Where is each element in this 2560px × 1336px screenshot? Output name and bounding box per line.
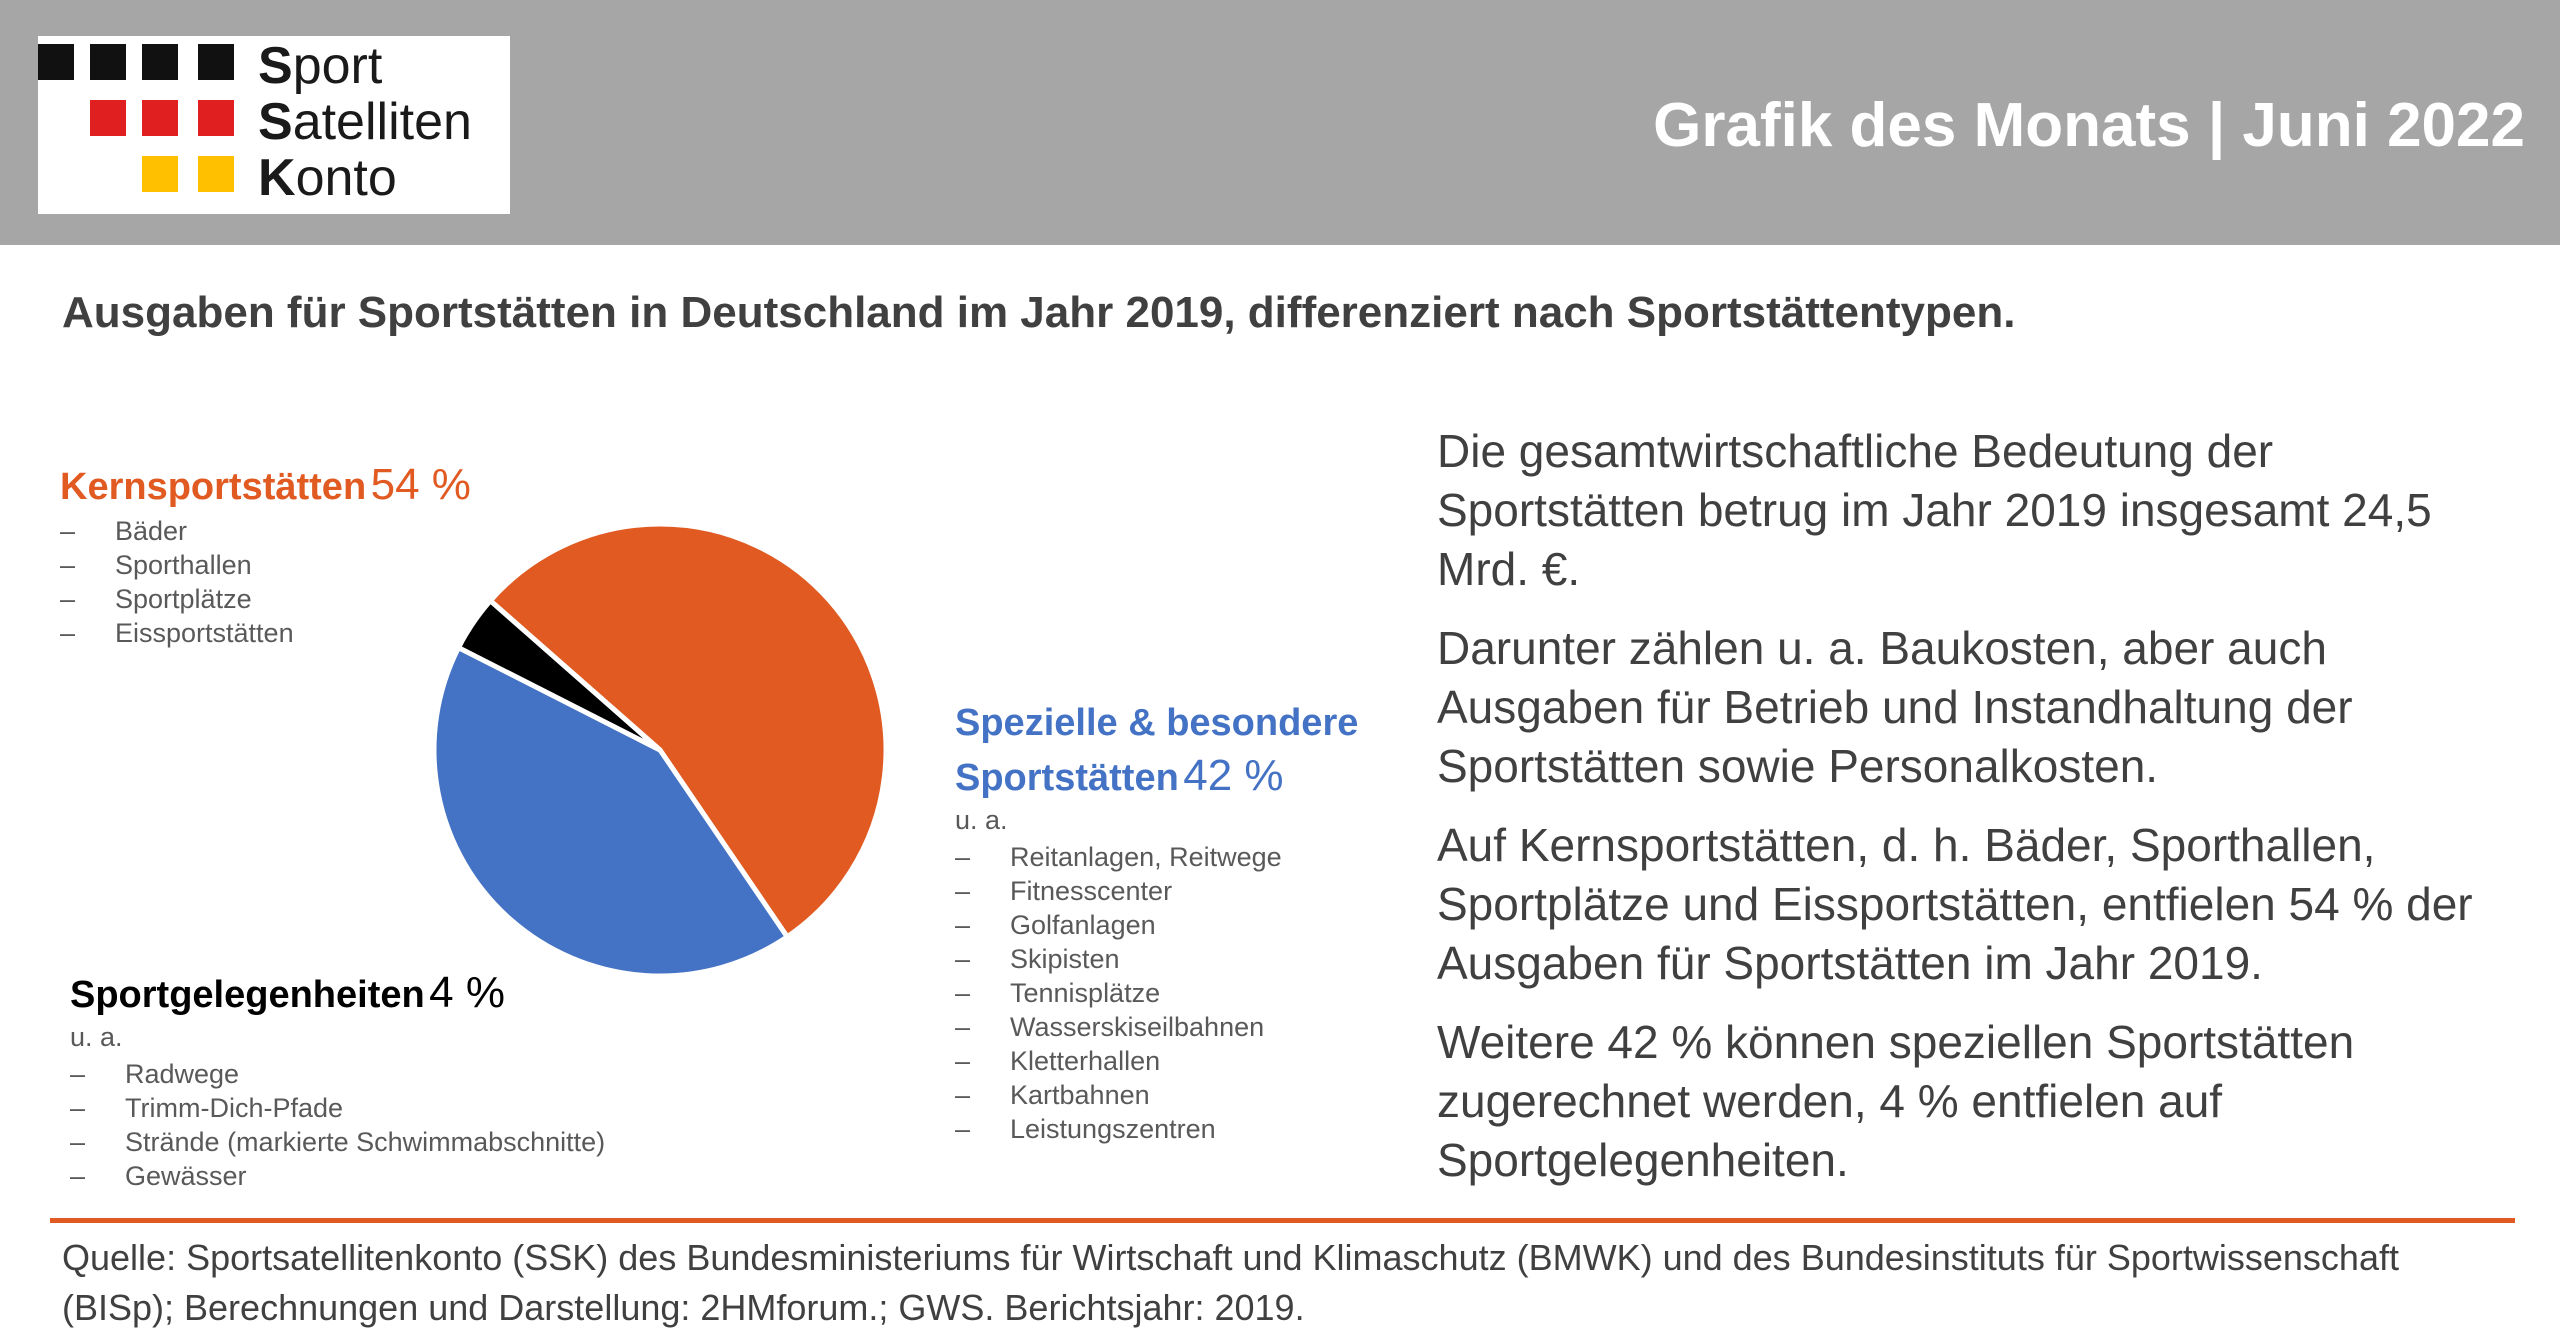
logo-square xyxy=(198,44,234,80)
list-item: Fitnesscenter xyxy=(955,874,1358,908)
list-item: Tennisplätze xyxy=(955,976,1358,1010)
logo-square xyxy=(38,44,74,80)
logo-word-sport: Sport xyxy=(258,37,383,95)
paragraph: Die gesamtwirtschaftliche Bedeutung der … xyxy=(1437,425,2432,595)
spezial-items-list: Reitanlagen, ReitwegeFitnesscenterGolfan… xyxy=(955,840,1358,1146)
list-item: Leistungszentren xyxy=(955,1112,1358,1146)
logo-square xyxy=(198,100,234,136)
label-kernsportstaetten: Kernsportstätten 54 % BäderSporthallenSp… xyxy=(60,460,471,650)
list-item: Strände (markierte Schwimmabschnitte) xyxy=(70,1125,605,1159)
logo-square xyxy=(142,100,178,136)
list-item: Bäder xyxy=(60,514,471,548)
list-item: Wasserskiseilbahnen xyxy=(955,1010,1358,1044)
label-spezielle: Spezielle & besondere Sportstätten 42 % … xyxy=(955,702,1358,1146)
pie-chart xyxy=(431,521,889,979)
header-title: Grafik des Monats | Juni 2022 xyxy=(1653,91,2525,160)
list-item: Radwege xyxy=(70,1057,605,1091)
spezial-title-line2: Sportstätten xyxy=(955,757,1179,799)
spezial-pct: 42 % xyxy=(1183,751,1284,800)
list-item: Gewässer xyxy=(70,1159,605,1193)
paragraph: Auf Kernsportstätten, d. h. Bäder, Sport… xyxy=(1437,819,2473,989)
spezial-title-line1: Spezielle & besondere xyxy=(955,702,1359,744)
source-note: Quelle: Sportsatellitenkonto (SSK) des B… xyxy=(62,1237,2399,1328)
list-item: Golfanlagen xyxy=(955,908,1358,942)
logo-word-konto: Konto xyxy=(258,149,397,207)
list-item: Kartbahnen xyxy=(955,1078,1358,1112)
kern-title: Kernsportstätten xyxy=(60,466,367,508)
ssk-logo: Sport Satelliten Konto xyxy=(38,36,510,214)
orange-divider xyxy=(50,1218,2515,1223)
logo-word-satelliten: Satelliten xyxy=(258,93,472,151)
gelegenheiten-items-list: RadwegeTrimm-Dich-PfadeStrände (markiert… xyxy=(70,1057,605,1193)
list-item: Trimm-Dich-Pfade xyxy=(70,1091,605,1125)
label-sportgelegenheiten: Sportgelegenheiten 4 % u. a. RadwegeTrim… xyxy=(70,968,605,1193)
list-item: Kletterhallen xyxy=(955,1044,1358,1078)
explanation-text: Die gesamtwirtschaftliche Bedeutung der … xyxy=(1437,422,2527,1210)
list-item: Eissportstätten xyxy=(60,616,471,650)
header-bar: Sport Satelliten Konto Grafik des Monats… xyxy=(0,0,2560,245)
spezial-ua: u. a. xyxy=(955,805,1008,835)
gelegenheiten-title: Sportgelegenheiten xyxy=(70,974,425,1016)
kern-items-list: BäderSporthallenSportplätzeEissportstätt… xyxy=(60,514,471,650)
logo-square xyxy=(142,156,178,192)
list-item: Sporthallen xyxy=(60,548,471,582)
pie-slice-1 xyxy=(431,645,790,979)
kern-pct: 54 % xyxy=(370,460,471,509)
chart-subtitle: Ausgaben für Sportstätten in Deutschland… xyxy=(62,288,2016,337)
list-item: Sportplätze xyxy=(60,582,471,616)
pie-slice-0 xyxy=(487,521,889,940)
gelegenheiten-pct: 4 % xyxy=(429,968,505,1017)
list-item: Skipisten xyxy=(955,942,1358,976)
paragraph: Darunter zählen u. a. Baukosten, aber au… xyxy=(1437,622,2353,792)
logo-square xyxy=(90,100,126,136)
logo-square xyxy=(198,156,234,192)
list-item: Reitanlagen, Reitwege xyxy=(955,840,1358,874)
paragraph: Weitere 42 % können speziellen Sportstät… xyxy=(1437,1016,2355,1186)
logo-square xyxy=(142,44,178,80)
gelegenheiten-ua: u. a. xyxy=(70,1022,123,1052)
logo-square xyxy=(90,44,126,80)
